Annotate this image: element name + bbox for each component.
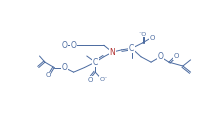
Text: C: C (129, 44, 134, 53)
Text: O: O (157, 52, 163, 61)
Text: O⁻: O⁻ (100, 77, 108, 82)
Text: O: O (71, 41, 76, 50)
Text: O: O (45, 72, 51, 78)
Text: C: C (93, 58, 98, 67)
Text: N: N (109, 48, 115, 57)
Text: O: O (61, 41, 67, 50)
Text: O: O (61, 63, 67, 72)
Text: O: O (174, 53, 179, 59)
Text: ⁻O: ⁻O (138, 32, 147, 37)
Text: O: O (150, 35, 155, 41)
Text: O: O (87, 77, 93, 83)
